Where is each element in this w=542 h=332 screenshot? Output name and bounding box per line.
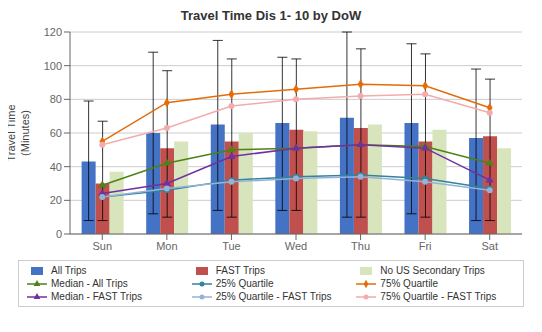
html-text:Median - FAST Trips: Median - FAST Trips: [51, 291, 142, 302]
svg-text:Mon: Mon: [156, 240, 177, 252]
svg-text:120: 120: [44, 26, 62, 38]
html-text:Travel Time Dis 1- 10 by DoW: Travel Time Dis 1- 10 by DoW: [180, 8, 362, 23]
svg-text:80: 80: [50, 93, 62, 105]
svg-text:Tue: Tue: [222, 240, 241, 252]
svg-text:Sat: Sat: [481, 240, 498, 252]
html-text:Median - All Trips: Median - All Trips: [51, 278, 128, 289]
html-text:75% Quartile: 75% Quartile: [380, 278, 439, 289]
svg-text:0: 0: [56, 228, 62, 240]
html-text:75% Quartile - FAST Trips: 75% Quartile - FAST Trips: [380, 291, 497, 302]
svg-text:40: 40: [50, 161, 62, 173]
html-text:25% Quartile - FAST Trips: 25% Quartile - FAST Trips: [215, 291, 332, 302]
svg-text:100: 100: [44, 60, 62, 72]
svg-text:Sun: Sun: [92, 240, 112, 252]
svg-text:60: 60: [50, 127, 62, 139]
svg-text:20: 20: [50, 194, 62, 206]
svg-text:Travel Time(Minutes): Travel Time(Minutes): [8, 104, 31, 161]
svg-text:Fri: Fri: [419, 240, 432, 252]
html-text:All Trips: All Trips: [51, 265, 87, 276]
svg-text:Thu: Thu: [351, 240, 370, 252]
html-text:No US Secondary Trips: No US Secondary Trips: [380, 265, 485, 276]
svg-text:Wed: Wed: [285, 240, 307, 252]
html-text:25% Quartile: 25% Quartile: [215, 278, 274, 289]
html-text:FAST Trips: FAST Trips: [215, 265, 265, 276]
